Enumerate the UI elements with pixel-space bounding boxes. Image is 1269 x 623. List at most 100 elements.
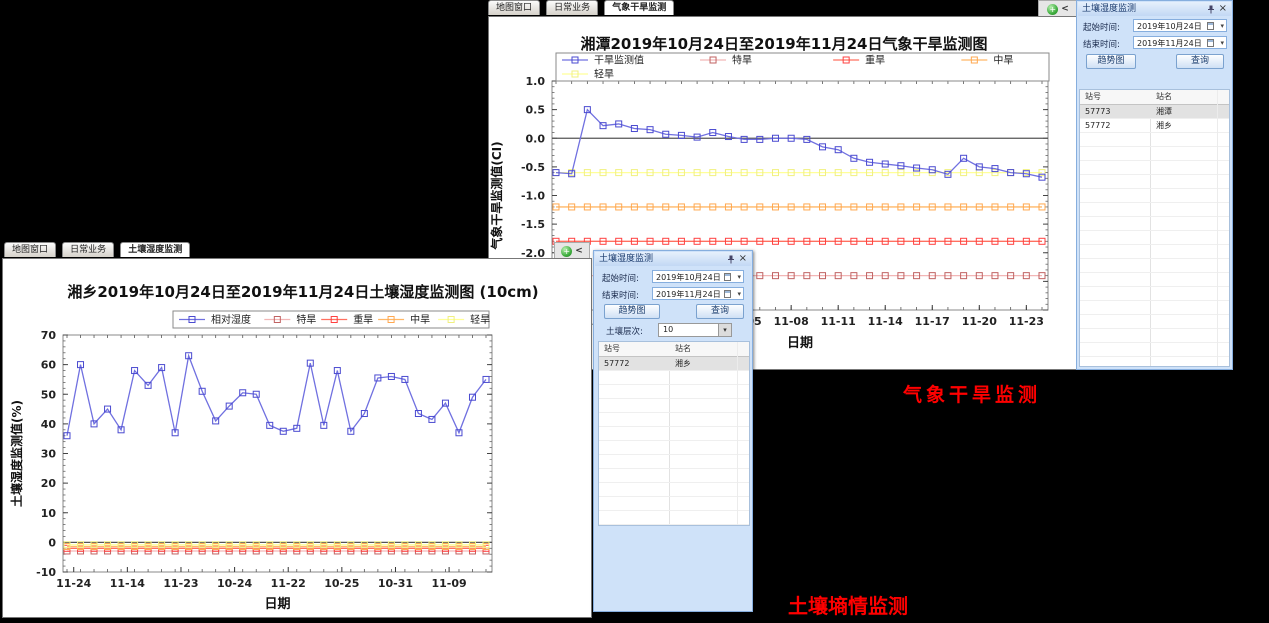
collapse-icon[interactable]: <: [575, 246, 583, 256]
series-marker: [960, 272, 968, 280]
soil-layer-combo[interactable]: 10 ▾: [658, 323, 732, 337]
series-marker: [77, 541, 85, 549]
station-row[interactable]: 57773 湘潭: [1080, 105, 1229, 119]
chevron-down-icon[interactable]: ▾: [718, 324, 731, 336]
y-tick-label: 70: [41, 329, 57, 342]
series-marker: [615, 203, 623, 211]
x-tick-label: 11-17: [915, 315, 950, 328]
panel-title: 土壤湿度监测: [1082, 4, 1137, 14]
series-marker: [756, 237, 764, 245]
trend-chart-button[interactable]: 趋势图: [1086, 54, 1136, 69]
series-marker: [693, 203, 701, 211]
series-marker: [740, 135, 748, 143]
y-tick-label: -0.5: [521, 161, 545, 174]
series-marker: [320, 541, 328, 549]
chevron-down-icon[interactable]: ▾: [1220, 22, 1224, 30]
series-marker: [615, 237, 623, 245]
x-tick-label: 10-25: [324, 577, 359, 590]
query-button[interactable]: 查询: [696, 304, 744, 319]
panel-titlebar[interactable]: 土壤湿度监测 ×: [1078, 2, 1231, 16]
chevron-down-icon[interactable]: ▾: [737, 273, 741, 281]
tab-daily-business[interactable]: 日常业务: [546, 0, 599, 15]
start-date-input[interactable]: 2019年10月24日 ▾: [652, 270, 744, 283]
x-tick-label: 11-14: [868, 315, 904, 328]
empty-row: [1080, 161, 1229, 175]
empty-row: [599, 399, 749, 413]
expand-orb-icon[interactable]: +: [561, 246, 573, 257]
close-icon[interactable]: ×: [738, 253, 747, 264]
series-marker: [239, 389, 247, 397]
collapse-icon[interactable]: <: [1061, 4, 1069, 14]
series-marker: [803, 169, 811, 177]
dock-collapse-control[interactable]: + <: [1038, 0, 1078, 17]
series-marker: [881, 160, 889, 168]
empty-row: [599, 469, 749, 483]
series-marker: [1022, 170, 1030, 178]
series-marker: [819, 203, 827, 211]
chevron-down-icon[interactable]: ▾: [737, 290, 741, 298]
x-tick-label: 11-22: [271, 577, 306, 590]
dock-collapse-control[interactable]: + <: [554, 242, 590, 259]
empty-row: [1080, 189, 1229, 203]
series-marker: [1022, 203, 1030, 211]
station-row[interactable]: 57772 湘乡: [1080, 119, 1229, 133]
empty-row: [599, 441, 749, 455]
empty-row: [599, 455, 749, 469]
empty-row: [1080, 343, 1229, 357]
panel-title: 土壤湿度监测: [599, 254, 654, 264]
y-axis-title: 气象干旱监测值(CI): [489, 141, 504, 250]
series-marker: [803, 272, 811, 280]
series-marker: [771, 134, 779, 142]
series-marker: [630, 237, 638, 245]
panel-titlebar[interactable]: 土壤湿度监测 ×: [595, 252, 751, 266]
series-marker: [724, 203, 732, 211]
series-marker: [881, 169, 889, 177]
tab-drought-monitor[interactable]: 气象干旱监测: [604, 0, 675, 15]
tab-daily-business[interactable]: 日常业务: [62, 242, 115, 257]
series-marker: [583, 169, 591, 177]
tab-map-window[interactable]: 地图窗口: [4, 242, 57, 257]
tab-map-window[interactable]: 地图窗口: [488, 0, 541, 15]
series-marker: [347, 427, 355, 435]
tab-soil-moisture[interactable]: 土壤湿度监测: [120, 242, 191, 257]
series-marker: [662, 237, 670, 245]
series-marker: [482, 541, 490, 549]
series-marker: [428, 541, 436, 549]
series-marker: [212, 541, 220, 549]
trend-chart-button[interactable]: 趋势图: [604, 304, 660, 319]
series-marker: [756, 169, 764, 177]
series-marker: [740, 237, 748, 245]
pin-icon[interactable]: [1207, 5, 1215, 14]
pin-icon[interactable]: [727, 255, 735, 264]
start-time-label: 起始时间:: [602, 274, 639, 284]
series-marker: [756, 135, 764, 143]
start-date-input[interactable]: 2019年10月24日 ▾: [1133, 19, 1227, 32]
soil-window-tabstrip: 地图窗口 日常业务 土壤湿度监测 + <: [4, 242, 592, 259]
empty-row: [1080, 315, 1229, 329]
series-marker: [881, 272, 889, 280]
series-marker: [913, 272, 921, 280]
plot-border: [62, 334, 493, 573]
calendar-icon: [724, 273, 731, 281]
x-tick-label: 11-08: [774, 315, 809, 328]
end-date-input[interactable]: 2019年11月24日 ▾: [652, 287, 744, 300]
series-marker: [347, 541, 355, 549]
close-icon[interactable]: ×: [1218, 3, 1227, 14]
legend-label: 特旱: [296, 314, 316, 326]
series-marker: [834, 146, 842, 154]
chevron-down-icon[interactable]: ▾: [1220, 39, 1224, 47]
legend-label: 相对湿度: [211, 313, 251, 326]
series-marker: [803, 237, 811, 245]
series-marker: [693, 169, 701, 177]
start-date-value: 2019年10月24日: [656, 273, 721, 282]
end-date-input[interactable]: 2019年11月24日 ▾: [1133, 36, 1227, 49]
series-marker: [819, 272, 827, 280]
query-button[interactable]: 查询: [1176, 54, 1224, 69]
series-marker: [599, 203, 607, 211]
x-tick-label: 11-20: [962, 315, 998, 328]
legend-label: 特旱: [732, 55, 752, 67]
series-marker: [944, 272, 952, 280]
expand-orb-icon[interactable]: +: [1047, 4, 1059, 15]
station-row[interactable]: 57772 湘乡: [599, 357, 749, 371]
legend-box: [555, 52, 1050, 82]
